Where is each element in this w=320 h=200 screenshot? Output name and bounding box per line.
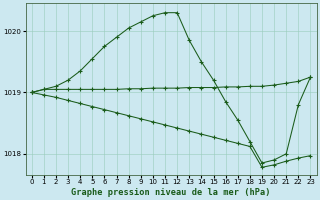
- X-axis label: Graphe pression niveau de la mer (hPa): Graphe pression niveau de la mer (hPa): [71, 188, 271, 197]
